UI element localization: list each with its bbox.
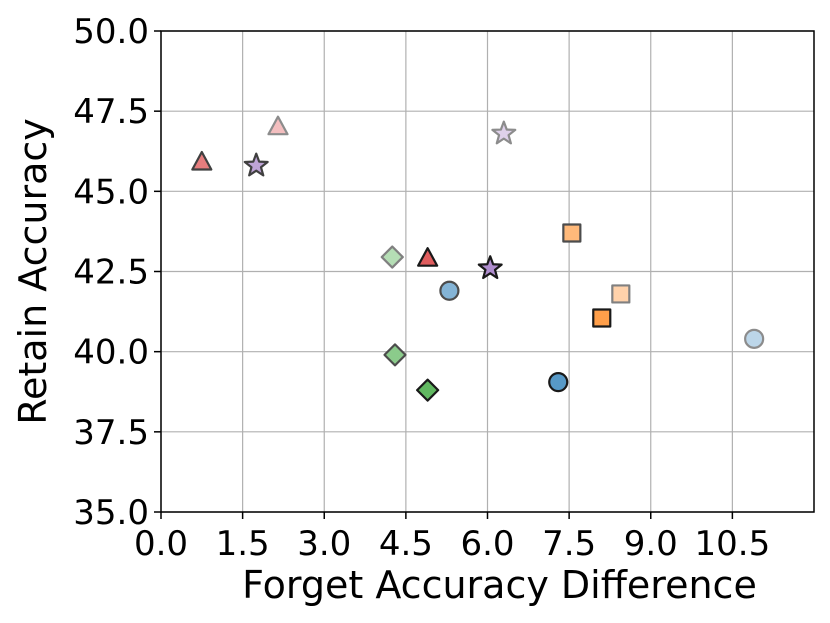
x-tick-label: 0.0 [134,524,188,564]
y-tick-label: 40.0 [73,333,149,373]
axis-ticks: 0.0 1.5 3.0 4.5 6.0 7.5 9.0 10.5 35.0 37.5 40.0 42.… [73,12,770,564]
star-marker [477,255,503,280]
triangle-marker [417,247,439,267]
x-tick-label: 4.5 [379,524,433,564]
square-marker [611,284,631,304]
x-axis-label: Forget Accuracy Difference [242,563,757,607]
circle-marker [548,372,569,393]
x-tick-label: 9.0 [624,524,678,564]
x-tick-label: 7.5 [542,524,596,564]
circle-marker [439,280,460,301]
y-tick-label: 42.5 [73,253,149,293]
y-tick-label: 35.0 [73,493,149,533]
data-points [191,115,765,402]
triangle-marker [267,115,289,136]
star-marker [243,152,269,177]
square-marker [562,223,582,243]
circle-marker [744,328,765,349]
diamond-marker [380,245,404,269]
triangle-marker [191,150,213,171]
x-tick-label: 10.5 [695,524,771,564]
diamond-marker [416,378,440,402]
x-tick-label: 1.5 [216,524,270,564]
y-tick-label: 47.5 [73,92,149,132]
diamond-marker [383,343,407,367]
y-axis-label: Retain Accuracy [11,118,55,424]
star-marker [491,120,517,145]
y-tick-label: 45.0 [73,172,149,212]
square-marker [592,308,612,328]
y-tick-label: 37.5 [73,413,149,453]
x-tick-label: 3.0 [297,524,351,564]
x-tick-label: 6.0 [460,524,514,564]
y-tick-label: 50.0 [73,12,149,52]
